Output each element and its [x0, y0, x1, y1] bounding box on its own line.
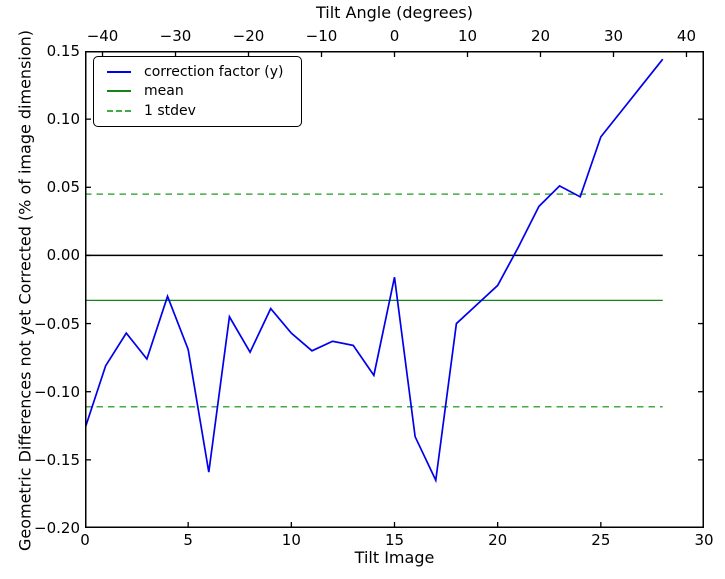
x-tick-label: 20 [488, 531, 508, 549]
x-tick-label: 5 [183, 531, 193, 549]
x-axis-title: Tilt Image [354, 548, 435, 567]
top-tick-label: 30 [603, 27, 624, 45]
y-tick-label: −0.10 [34, 382, 80, 401]
top-tick-label: −40 [86, 27, 119, 45]
y-tick-label: −0.15 [34, 450, 80, 469]
top-axis-title: Tilt Angle (degrees) [315, 3, 474, 22]
plot-border [85, 51, 704, 528]
top-tick-label: −20 [232, 27, 265, 45]
x-tick-label: 0 [80, 531, 90, 549]
plot-area [84, 50, 705, 529]
legend: correction factor (y) mean 1 stdev [93, 56, 302, 127]
y-tick-label: 0.00 [46, 246, 80, 265]
y-tick-label: 0.15 [46, 42, 80, 60]
top-tick-label: 20 [530, 27, 551, 45]
y-tick-label: 0.05 [46, 178, 80, 197]
legend-label: 1 stdev [144, 103, 196, 120]
x-tick-label: 15 [384, 531, 405, 549]
series-line-correction-factor-y- [84, 58, 664, 484]
legend-entry-mean: mean [107, 82, 293, 100]
top-tick-label: −30 [159, 27, 192, 45]
top-tick-label: −10 [305, 27, 338, 45]
y-tick-label: −0.20 [34, 519, 80, 537]
y-tick-label: −0.05 [34, 314, 80, 333]
top-tick-label: 10 [457, 27, 478, 45]
top-tick-label: 40 [676, 27, 697, 45]
y-tick-label: 0.10 [46, 110, 80, 129]
x-tick-label: 10 [281, 531, 301, 549]
legend-line-sample-green-dashed [107, 110, 131, 113]
legend-line-sample-green-solid [107, 90, 131, 93]
legend-label: mean [144, 83, 184, 100]
x-tick-label: 30 [694, 531, 714, 549]
legend-entry-correction-factor: correction factor (y) [107, 63, 293, 81]
top-tick-label: 0 [389, 27, 400, 45]
legend-entry-stdev: 1 stdev [107, 102, 293, 120]
legend-line-sample-blue-solid [107, 70, 131, 73]
legend-label: correction factor (y) [144, 63, 284, 80]
y-axis-title: Geometric Differences not yet Corrected … [15, 29, 35, 552]
plot-svg [84, 50, 705, 529]
x-tick-label: 25 [591, 531, 611, 549]
